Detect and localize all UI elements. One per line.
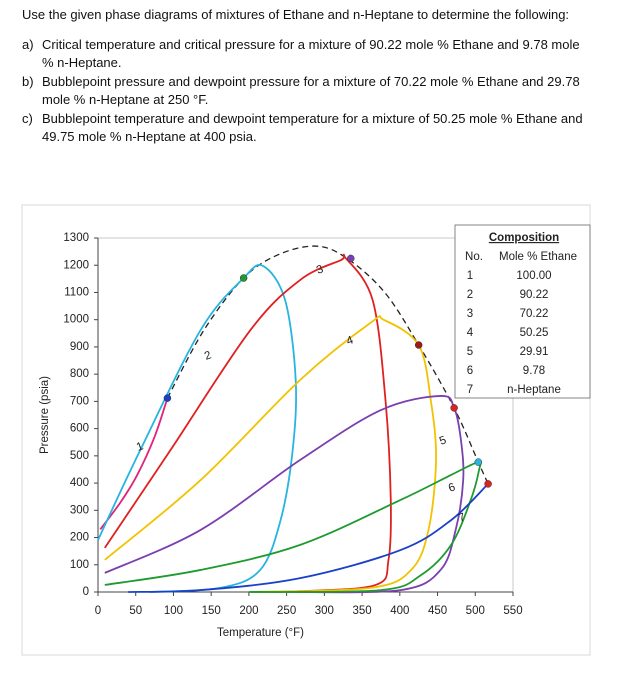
y-tick-label: 0 [83,586,89,598]
curve-label: 1 [135,440,145,453]
composition-value: 9.78 [523,365,545,377]
phase-curve [99,397,169,530]
critical-point [450,404,458,412]
item-label: a) [22,37,34,52]
x-tick-label: 50 [129,605,142,617]
critical-point [347,254,355,263]
composition-header: Mole % Ethane [499,251,577,263]
y-tick-label: 900 [70,341,89,353]
critical-point [163,394,172,402]
x-tick-label: 350 [352,605,371,617]
curve-label: 2 [203,349,213,362]
composition-box [454,224,591,399]
x-tick-label: 450 [428,605,447,617]
composition-value: 90.22 [520,289,549,301]
item-label: b) [22,74,34,89]
y-tick-label: 200 [70,532,89,544]
composition-no: 4 [467,327,474,339]
curve-label: 7 [457,511,467,524]
x-tick-label: 500 [466,605,485,617]
item-text: Bubblepoint temperature and dewpoint tem… [42,111,583,144]
x-tick-label: 400 [390,605,409,617]
curve-label: 4 [345,334,356,348]
y-tick-label: 1300 [63,232,89,244]
composition-value: 70.22 [520,308,549,320]
composition-value: 100.00 [516,270,551,282]
critical-locus [166,245,489,485]
y-tick-label: 600 [70,423,89,435]
composition-header: No. [465,251,483,263]
composition-value: 29.91 [520,346,549,358]
phase-curve [128,483,489,593]
x-axis-label: Temperature (°F) [217,627,304,639]
composition-value: 50.25 [520,327,549,339]
y-tick-label: 100 [70,559,89,571]
chart-frame [21,204,591,656]
phase-curve [104,253,392,593]
phase-curve [104,395,465,594]
x-tick-label: 550 [503,605,522,617]
composition-no: 7 [467,384,473,396]
y-tick-label: 1200 [63,259,89,271]
critical-point [239,274,248,282]
critical-point [474,458,483,466]
phase-curve [104,315,437,593]
critical-point [414,341,423,349]
y-tick-label: 1000 [63,314,89,326]
x-tick-label: 200 [239,605,258,617]
x-tick-label: 250 [277,605,296,617]
curve-label: 5 [438,434,448,447]
x-tick-label: 100 [164,605,183,617]
composition-no: 6 [467,365,473,377]
x-tick-label: 300 [315,605,334,617]
item-label: c) [22,111,33,126]
critical-point [484,480,492,488]
y-tick-label: 700 [70,395,89,407]
composition-no: 1 [467,270,473,282]
x-tick-label: 0 [95,605,101,617]
plot-area [97,237,514,593]
y-tick-label: 300 [70,504,89,516]
y-tick-label: 1100 [64,286,89,298]
item-text: Bubblepoint pressure and dewpoint pressu… [42,74,580,107]
composition-no: 2 [467,289,473,301]
phase-curve [104,461,482,593]
composition-no: 3 [467,308,473,320]
composition-title: Composition [489,232,559,244]
curve-label: 3 [315,263,325,276]
item-text: Critical temperature and critical pressu… [42,37,580,70]
composition-no: 5 [467,346,473,358]
x-tick-label: 150 [202,605,221,617]
instruction: Use the given phase diagrams of mixtures… [22,7,570,22]
y-tick-label: 800 [70,368,89,380]
y-tick-label: 500 [70,450,89,462]
y-axis-label: Pressure (psia) [39,376,51,454]
y-tick-label: 400 [70,477,89,489]
phase-curve [97,263,298,593]
curve-label: 6 [447,481,457,494]
composition-value: n-Heptane [507,384,561,396]
